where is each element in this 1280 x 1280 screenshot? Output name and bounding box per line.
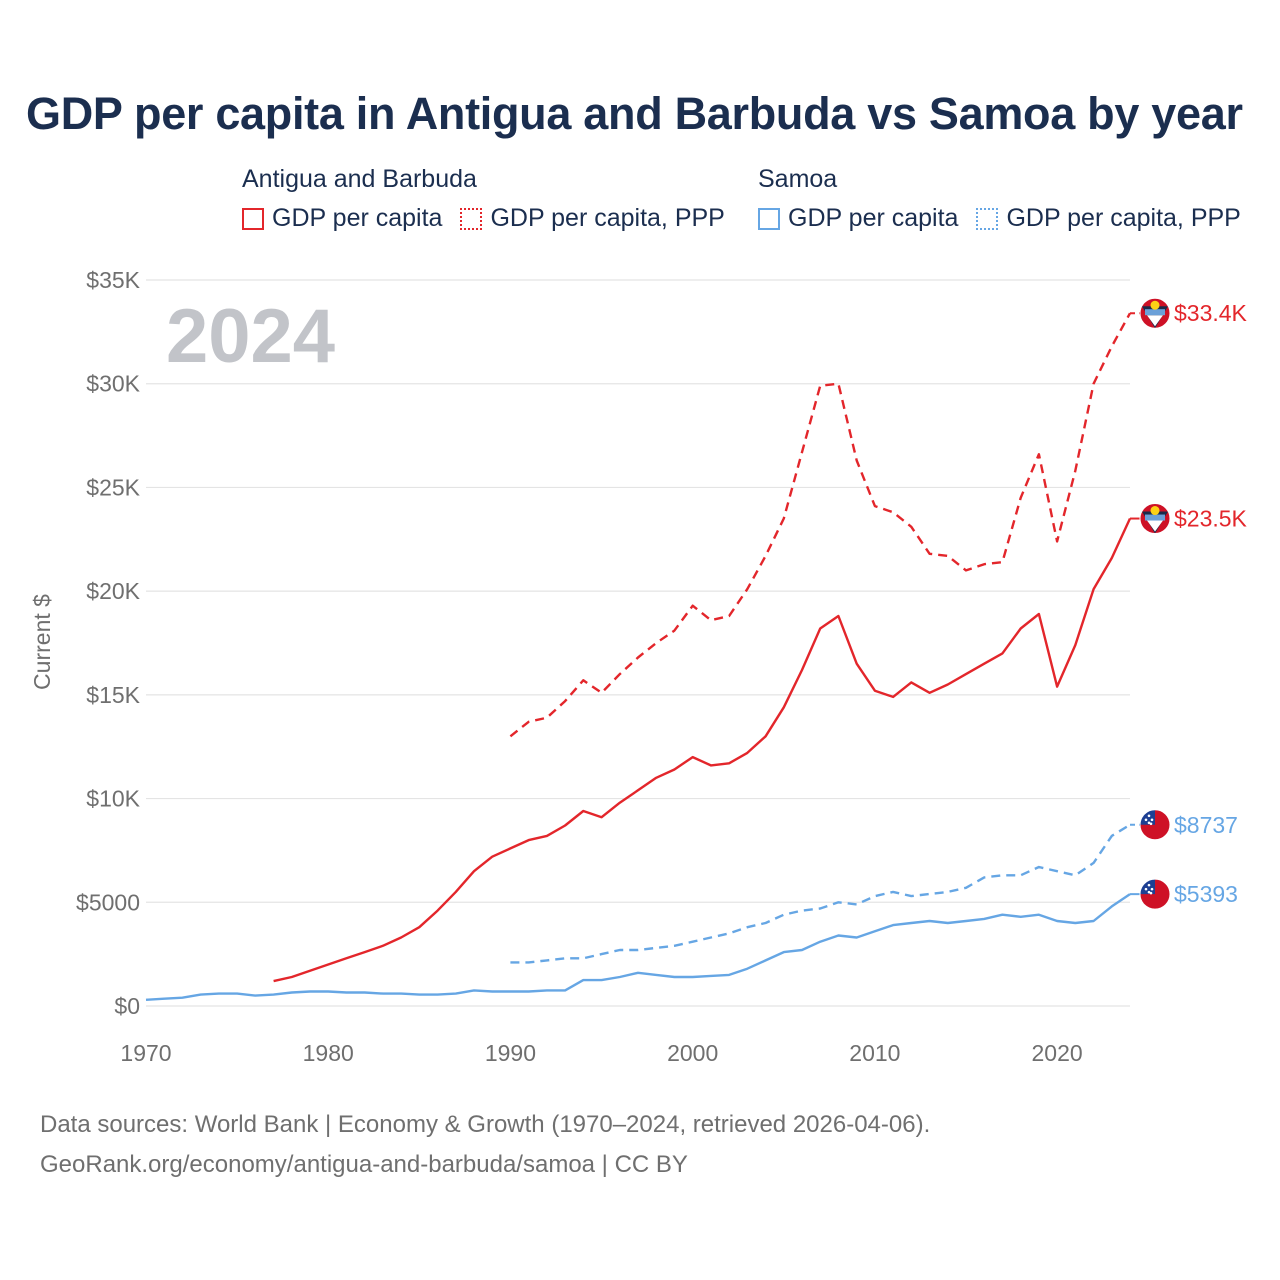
attribution-link[interactable]: GeoRank.org/economy/antigua-and-barbuda/… (40, 1151, 688, 1178)
series-line-antigua-gdp[interactable] (273, 517, 1132, 983)
grid (146, 279, 1130, 1007)
end-value-label: $8737 (1174, 812, 1238, 838)
legend-swatch-dotted-icon (460, 207, 483, 230)
y-tick-label: $10K (86, 786, 140, 812)
legend-item-samoa-gdp-ppp[interactable]: GDP per capita, PPP (976, 204, 1241, 233)
series (145, 312, 1132, 1001)
series-line-samoa-ppp[interactable] (510, 823, 1131, 964)
legend-heading-samoa: Samoa (758, 165, 838, 193)
legend-label: GDP per capita (272, 204, 443, 232)
legend-swatch-solid-icon (242, 207, 264, 230)
y-axis-label: Current $ (29, 594, 55, 690)
legend-item-antigua-gdp-ppp[interactable]: GDP per capita, PPP (460, 204, 725, 233)
chart-title: GDP per capita in Antigua and Barbuda vs… (26, 88, 1243, 139)
x-tick-label: 1970 (120, 1040, 171, 1066)
x-tick-label: 2010 (849, 1040, 900, 1066)
legend-group-samoa: Samoa GDP per capita GDP per capita, PPP (758, 162, 1259, 233)
legend-swatch-solid-icon (758, 207, 780, 230)
y-tick-label: $0 (114, 993, 140, 1019)
legend-label: GDP per capita, PPP (1006, 204, 1241, 232)
data-source-text: Data sources: World Bank | Economy & Gro… (40, 1111, 931, 1138)
legend-swatch-dotted-icon (976, 207, 999, 230)
y-tick-label: $25K (86, 474, 140, 500)
year-watermark: 2024 (166, 294, 335, 379)
y-tick-label: $5000 (76, 889, 140, 915)
samoa-flag-icon (1139, 878, 1171, 910)
legend-item-samoa-gdp[interactable]: GDP per capita (758, 204, 958, 233)
y-tick-label: $20K (86, 578, 140, 604)
legend-group-antigua: Antigua and Barbuda GDP per capita GDP p… (242, 162, 743, 233)
y-tick-label: $15K (86, 682, 140, 708)
x-tick-label: 2020 (1032, 1040, 1083, 1066)
legend-label: GDP per capita, PPP (490, 204, 725, 232)
footer: Data sources: World Bank | Economy & Gro… (40, 1105, 930, 1185)
y-tick-label: $30K (86, 371, 140, 397)
end-value-label: $5393 (1174, 881, 1238, 907)
x-tick-label: 1980 (303, 1040, 354, 1066)
antigua-flag-icon (1139, 297, 1171, 329)
x-tick-label: 2000 (667, 1040, 718, 1066)
axis-ticks: $0 $5000 $10K $15K $20K $25K $30K $35K 1970 1980 1… (76, 267, 1083, 1066)
series-line-samoa-gdp[interactable] (145, 893, 1131, 1001)
end-markers: $33.4K $23.5K $8737 $5393 (1130, 297, 1248, 910)
x-tick-label: 1990 (485, 1040, 536, 1066)
series-line-antigua-ppp[interactable] (509, 312, 1132, 738)
samoa-flag-icon (1139, 809, 1171, 841)
end-value-label: $23.5K (1174, 506, 1248, 532)
legend-item-antigua-gdp[interactable]: GDP per capita (242, 204, 442, 233)
antigua-flag-icon (1139, 503, 1171, 535)
end-value-label: $33.4K (1174, 300, 1248, 326)
legend-label: GDP per capita (788, 204, 959, 232)
y-tick-label: $35K (86, 267, 140, 293)
legend-heading-antigua: Antigua and Barbuda (242, 165, 477, 193)
